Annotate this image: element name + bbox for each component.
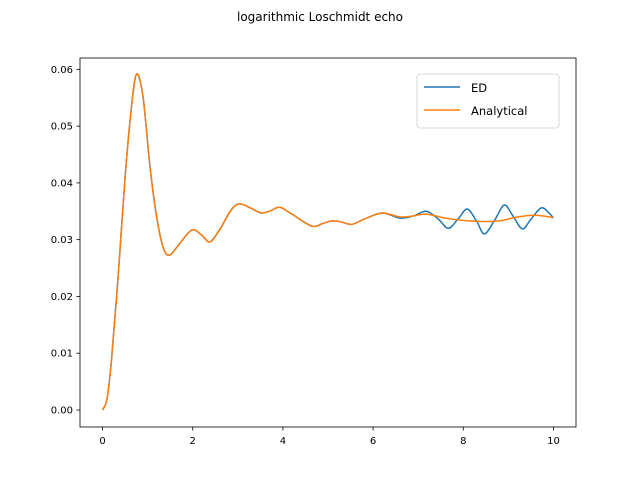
- series-layer: [101, 73, 555, 411]
- series-analytical-line: [101, 73, 554, 411]
- legend-ed-label: ED: [471, 81, 487, 95]
- x-axis: 0 2 4 6 8 10: [99, 427, 560, 447]
- y-axis: 0.00 0.01 0.02 0.03 0.04 0.05 0.06: [51, 65, 80, 416]
- y-tick-label: 0.02: [51, 292, 73, 303]
- x-tick-label: 2: [190, 436, 196, 447]
- y-tick-label: 0.06: [51, 65, 73, 76]
- axes-frame: [79, 57, 577, 428]
- x-tick-label: 4: [280, 436, 286, 447]
- x-tick-label: 10: [547, 436, 560, 447]
- chart-title: logarithmic Loschmidt echo: [237, 10, 403, 24]
- y-tick-label: 0.01: [51, 349, 73, 360]
- legend-analytical-label: Analytical: [471, 104, 527, 118]
- legend: ED Analytical: [416, 73, 560, 129]
- y-tick-label: 0.04: [51, 178, 73, 189]
- x-tick-label: 0: [99, 436, 105, 447]
- x-tick-label: 6: [370, 436, 376, 447]
- legend-frame: [416, 73, 560, 129]
- y-tick-label: 0.03: [51, 235, 73, 246]
- x-tick-label: 8: [460, 436, 466, 447]
- y-tick-label: 0.05: [51, 122, 73, 133]
- y-tick-label: 0.00: [51, 405, 73, 416]
